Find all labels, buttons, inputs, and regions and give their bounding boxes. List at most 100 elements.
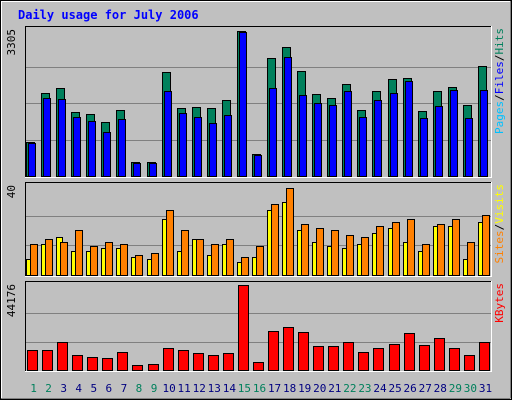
bar-sites-day-8	[135, 255, 143, 276]
bar-kbytes-day-7	[117, 352, 128, 371]
x-tick-1: 1	[30, 382, 37, 395]
bar-kbytes-day-21	[328, 346, 339, 371]
x-tick-23: 23	[358, 382, 371, 395]
legend-entry-visits: Visits	[493, 184, 506, 224]
bar-files-day-14	[224, 115, 232, 177]
bar-sites-day-1	[30, 244, 38, 276]
y-max-label: 3305	[5, 29, 18, 56]
x-tick-2: 2	[45, 382, 52, 395]
legend-entry-kbytes: KBytes	[493, 283, 506, 323]
bar-files-day-19	[299, 95, 307, 177]
bar-kbytes-day-8	[132, 365, 143, 371]
x-tick-16: 16	[253, 382, 266, 395]
bar-kbytes-day-19	[298, 332, 309, 371]
bar-kbytes-day-4	[72, 355, 83, 371]
bar-files-day-15	[239, 32, 247, 177]
x-tick-15: 15	[238, 382, 251, 395]
bar-kbytes-day-2	[42, 350, 53, 371]
bar-files-day-18	[284, 57, 292, 177]
bar-kbytes-day-25	[389, 344, 400, 371]
bar-files-day-27	[420, 118, 428, 177]
x-tick-22: 22	[343, 382, 356, 395]
bar-kbytes-day-15	[238, 285, 249, 371]
legend-separator: /	[493, 94, 506, 101]
bar-kbytes-day-16	[253, 362, 264, 371]
bar-files-day-23	[359, 117, 367, 177]
bar-sites-day-17	[271, 204, 279, 276]
legend: KBytes	[493, 283, 506, 323]
bar-sites-day-6	[105, 242, 113, 276]
x-tick-8: 8	[136, 382, 143, 395]
bar-files-day-3	[58, 99, 66, 177]
bar-files-day-11	[179, 113, 187, 177]
x-tick-25: 25	[388, 382, 401, 395]
bar-kbytes-day-18	[283, 327, 294, 371]
x-tick-30: 30	[464, 382, 477, 395]
bar-sites-day-22	[346, 235, 354, 276]
bar-kbytes-day-17	[268, 331, 279, 371]
legend-entry-sites: Sites	[493, 230, 506, 263]
bar-files-day-2	[43, 98, 51, 177]
legend: Sites/Visits	[493, 184, 506, 264]
x-tick-27: 27	[419, 382, 432, 395]
bar-kbytes-day-10	[163, 348, 174, 371]
x-tick-19: 19	[298, 382, 311, 395]
bar-files-day-9	[149, 163, 157, 177]
bar-sites-day-2	[45, 239, 53, 276]
x-tick-18: 18	[283, 382, 296, 395]
bar-sites-day-23	[361, 237, 369, 276]
x-tick-28: 28	[434, 382, 447, 395]
bar-kbytes-day-6	[102, 358, 113, 371]
bar-sites-day-9	[151, 253, 159, 276]
y-max-label: 44176	[5, 284, 18, 317]
x-tick-31: 31	[479, 382, 492, 395]
bar-files-day-26	[405, 81, 413, 177]
bar-kbytes-day-28	[434, 338, 445, 371]
bar-files-day-6	[103, 132, 111, 177]
bar-sites-day-26	[407, 219, 415, 276]
bar-sites-day-13	[211, 244, 219, 276]
panel-requests: 3305 Pages/Files/Hits	[5, 26, 506, 178]
x-tick-29: 29	[449, 382, 462, 395]
legend-separator: /	[493, 55, 506, 62]
x-tick-6: 6	[106, 382, 113, 395]
bar-files-day-4	[73, 117, 81, 177]
bar-sites-day-3	[60, 242, 68, 276]
bar-kbytes-day-12	[193, 353, 204, 371]
x-tick-3: 3	[60, 382, 67, 395]
bar-files-day-31	[480, 90, 488, 177]
bar-sites-day-7	[120, 244, 128, 276]
bar-kbytes-day-31	[479, 342, 490, 371]
panel-visitors: 40 Sites/Visits	[5, 182, 506, 277]
x-tick-24: 24	[373, 382, 387, 395]
bar-files-day-12	[194, 117, 202, 177]
bar-kbytes-day-1	[27, 350, 38, 371]
bar-sites-day-15	[241, 257, 249, 276]
bar-files-day-21	[329, 105, 337, 177]
x-tick-4: 4	[75, 382, 82, 395]
bar-sites-day-5	[90, 246, 98, 276]
x-tick-9: 9	[151, 382, 158, 395]
bar-files-day-10	[164, 91, 172, 177]
bar-files-day-17	[269, 88, 277, 177]
bar-sites-day-11	[181, 230, 189, 276]
bar-sites-day-25	[392, 222, 400, 276]
bar-files-day-1	[28, 143, 36, 177]
bar-sites-day-16	[256, 246, 264, 276]
x-axis-tick-labels: 1 2 3 4 5 6 7 8 9 10 11 12 13 14 15 16 17 18 19 20 21 22 23 24 2…	[30, 382, 492, 395]
bar-files-day-13	[209, 123, 217, 177]
bar-sites-day-27	[422, 244, 430, 276]
x-tick-12: 12	[193, 382, 206, 395]
bar-kbytes-day-20	[313, 346, 324, 371]
legend: Pages/Files/Hits	[493, 28, 506, 134]
chart-title: Daily usage for July 2006	[18, 8, 199, 22]
bar-kbytes-day-27	[419, 345, 430, 371]
bar-sites-day-20	[316, 228, 324, 276]
bar-files-day-22	[344, 91, 352, 177]
bar-kbytes-day-29	[449, 348, 460, 371]
y-max-label: 40	[5, 185, 18, 198]
bar-sites-day-31	[482, 215, 490, 276]
bar-sites-day-21	[331, 230, 339, 276]
